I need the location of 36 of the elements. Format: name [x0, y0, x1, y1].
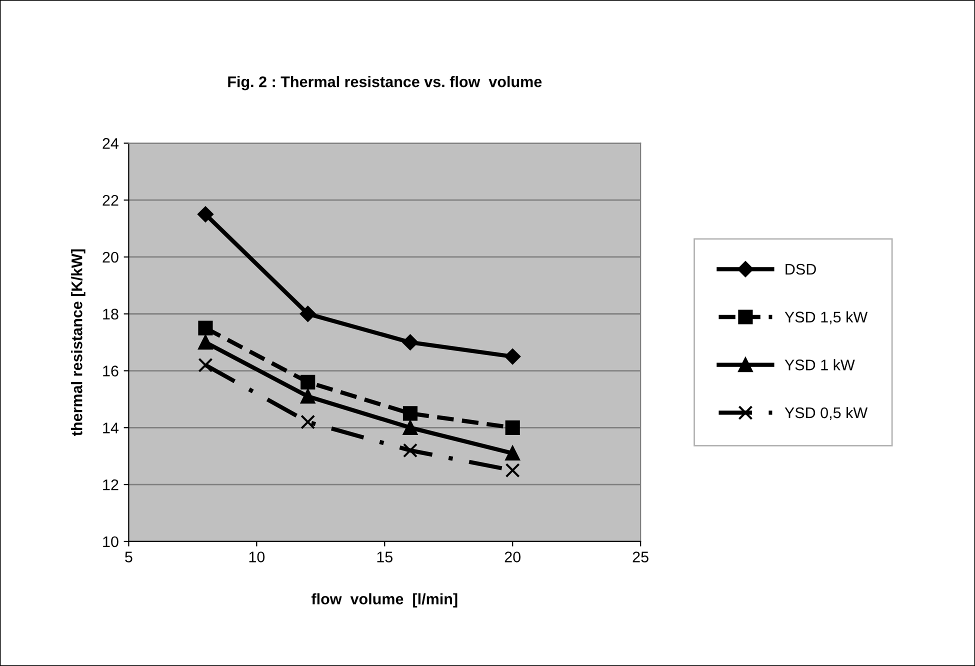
- legend-label: DSD: [786, 264, 816, 275]
- point: [300, 374, 316, 390]
- x-tick-label: 15: [377, 552, 392, 562]
- y-tick-label: 22: [102, 194, 118, 206]
- legend-label: YSD 0,5 kW: [784, 406, 868, 420]
- point: [198, 358, 213, 372]
- chart-title: Fig. 2 : Thermal resistance vs. flow volume: [228, 76, 542, 90]
- point: [198, 320, 213, 336]
- y-axis-title: thermal resistance [K/kW]: [71, 249, 86, 436]
- point: [505, 463, 520, 478]
- y-tick-label: 14: [103, 422, 119, 434]
- point: [198, 206, 214, 222]
- x-tick-label: 25: [632, 552, 648, 562]
- y-tick-label: 20: [102, 252, 118, 263]
- point: [402, 443, 418, 458]
- point: [402, 334, 418, 350]
- point: [198, 335, 213, 350]
- x-tick-label: 10: [249, 552, 265, 562]
- y-tick-label: 18: [103, 308, 118, 320]
- point: [300, 389, 316, 404]
- legend-label: YSD 1 kW: [784, 359, 855, 370]
- x-axis-title: flow volume [l/min]: [311, 593, 458, 608]
- x-tick-label: 20: [504, 552, 521, 562]
- point: [505, 446, 520, 461]
- point: [300, 306, 316, 322]
- point: [300, 414, 316, 430]
- legend-label: YSD 1,5 kW: [784, 311, 868, 324]
- point: [402, 420, 418, 435]
- point: [402, 406, 418, 421]
- point: [504, 348, 521, 364]
- y-tick-label: 16: [103, 366, 118, 376]
- point: [505, 420, 520, 435]
- y-tick-label: 12: [103, 479, 118, 490]
- y-tick-label: 24: [102, 138, 119, 149]
- y-tick-label: 10: [103, 536, 118, 548]
- x-tick-label: 5: [125, 552, 132, 562]
